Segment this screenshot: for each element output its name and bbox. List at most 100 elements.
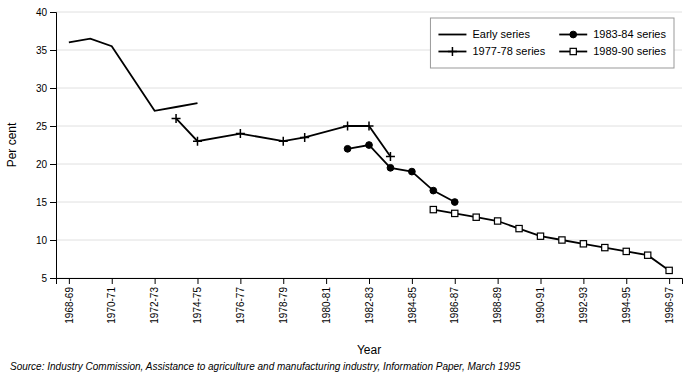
legend-marker <box>570 31 577 38</box>
x-tick-label: 1990-91 <box>535 287 546 324</box>
x-tick-mark <box>326 278 327 284</box>
chart: 1968-691970-711972-731974-751976-771978-… <box>0 0 700 376</box>
x-tick-label: 1994-95 <box>621 287 632 324</box>
point-marker <box>473 214 479 220</box>
point-marker <box>344 145 351 152</box>
x-tick-mark <box>498 278 499 284</box>
point-marker <box>172 114 181 123</box>
x-tick: 1970-71 <box>106 278 117 324</box>
x-tick: 1992-93 <box>578 278 589 324</box>
point-marker <box>300 133 309 142</box>
y-tick: 25 <box>36 121 56 132</box>
legend-item: 1983-84 series <box>559 28 666 40</box>
y-tick: 35 <box>36 45 56 56</box>
y-tick-label: 30 <box>36 83 48 94</box>
x-tick-mark <box>412 278 413 284</box>
x-tick-label: 1970-71 <box>106 287 117 324</box>
x-tick-mark <box>240 278 241 284</box>
grid-line <box>56 12 682 13</box>
legend-item: 1989-90 series <box>559 45 666 57</box>
x-tick: 1978-79 <box>278 278 289 324</box>
y-tick: 30 <box>36 83 56 94</box>
x-axis-title: Year <box>357 343 381 357</box>
y-axis-line <box>50 13 57 279</box>
y-axis: 510152025303540 <box>36 7 57 284</box>
x-tick-mark <box>583 278 584 284</box>
point-marker <box>623 248 629 254</box>
point-marker <box>452 210 458 216</box>
x-tick: 1976-77 <box>235 278 246 324</box>
series-line <box>69 39 198 111</box>
series <box>69 39 198 111</box>
y-tick-mark <box>50 88 56 89</box>
x-tick-mark <box>283 278 284 284</box>
x-tick: 1986-87 <box>449 278 460 324</box>
x-tick-label: 1986-87 <box>449 287 460 324</box>
y-tick-label: 10 <box>36 235 48 246</box>
y-tick: 20 <box>36 159 56 170</box>
x-tick-label: 1976-77 <box>235 287 246 324</box>
series-line <box>348 145 455 202</box>
y-tick-label: 40 <box>36 7 48 18</box>
point-marker <box>516 225 522 231</box>
x-tick: 1968-69 <box>64 278 75 324</box>
y-tick-mark <box>50 164 56 165</box>
point-marker <box>343 122 352 131</box>
x-tick-mark <box>155 278 156 284</box>
grid-line <box>56 88 682 89</box>
series <box>344 142 458 206</box>
grid <box>56 12 682 278</box>
x-tick-label: 1980-81 <box>321 287 332 324</box>
point-marker <box>366 142 373 149</box>
x-tick-mark <box>541 278 542 284</box>
point-marker <box>430 206 436 212</box>
series <box>172 114 395 161</box>
x-tick-label: 1974-75 <box>192 287 203 324</box>
legend-swatch <box>438 34 466 36</box>
y-tick-label: 35 <box>36 45 48 56</box>
y-tick-label: 20 <box>36 159 48 170</box>
x-axis-line <box>57 279 683 285</box>
point-marker <box>645 252 651 258</box>
point-marker <box>559 237 565 243</box>
x-tick: 1982-83 <box>364 278 375 324</box>
y-axis-title: Per cent <box>5 122 19 167</box>
point-marker <box>409 168 416 175</box>
legend-item: 1977-78 series <box>438 45 545 57</box>
y-tick-mark <box>50 126 56 127</box>
legend-label: 1977-78 series <box>472 45 545 57</box>
grid-line <box>56 164 682 165</box>
point-marker <box>236 129 245 138</box>
x-tick-mark <box>369 278 370 284</box>
y-tick-mark <box>50 12 56 13</box>
series-line <box>433 210 669 271</box>
x-tick: 1996-97 <box>664 278 675 324</box>
x-tick: 1984-85 <box>407 278 418 324</box>
grid-line <box>56 240 682 241</box>
x-tick: 1988-89 <box>492 278 503 324</box>
x-tick: 1990-91 <box>535 278 546 324</box>
y-tick: 40 <box>36 7 56 18</box>
series-group <box>69 39 672 274</box>
x-tick-mark <box>669 278 670 284</box>
point-marker <box>580 241 586 247</box>
legend-marker <box>448 47 457 56</box>
x-tick-label: 1992-93 <box>578 287 589 324</box>
y-tick-label: 25 <box>36 121 48 132</box>
series-line <box>176 118 390 156</box>
y-tick-mark <box>50 202 56 203</box>
x-tick-label: 1988-89 <box>492 287 503 324</box>
point-marker <box>430 187 437 194</box>
x-tick-label: 1996-97 <box>664 287 675 324</box>
legend-marker <box>570 48 576 54</box>
x-tick-mark <box>69 278 70 284</box>
point-marker <box>365 122 374 131</box>
point-marker <box>387 164 394 171</box>
y-tick-label: 5 <box>41 273 47 284</box>
plot-area: 1968-691970-711972-731974-751976-771978-… <box>36 7 683 324</box>
x-axis: 1968-691970-711972-731974-751976-771978-… <box>57 278 683 324</box>
point-marker <box>602 244 608 250</box>
legend-frame <box>430 18 674 68</box>
legend: Early series1977-78 series1983-84 series… <box>430 18 674 68</box>
y-tick-mark <box>50 278 56 279</box>
